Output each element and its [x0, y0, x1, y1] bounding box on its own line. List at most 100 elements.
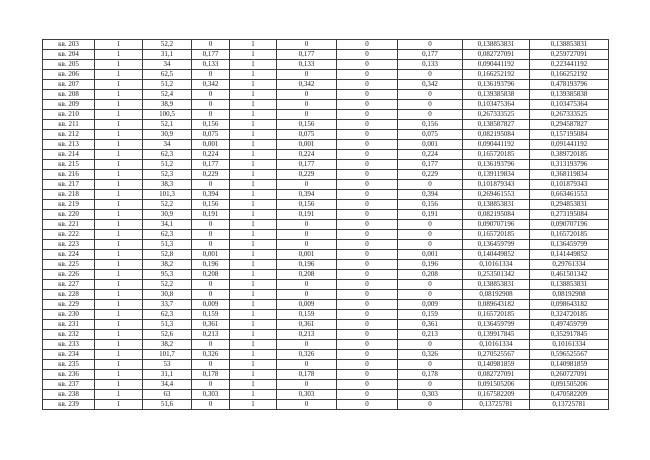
value-cell: 0: [336, 119, 398, 130]
value-cell: 0: [191, 219, 230, 230]
table-row: кв. 227 1 52,2 0 1 0 0 0 0,138853831 0,138853831: [42, 279, 609, 290]
value-cell: 38,2: [142, 259, 192, 270]
value-cell: 0,229: [191, 169, 230, 180]
value-cell: 0: [397, 99, 463, 110]
value-cell: 0,139119834: [462, 169, 530, 180]
value-cell: 0,159: [191, 309, 230, 320]
value-cell: 0: [336, 329, 398, 340]
value-cell: 53: [142, 359, 192, 370]
value-cell: 0,267333525: [529, 109, 609, 120]
value-cell: 0: [336, 279, 398, 290]
value-cell: 0: [397, 219, 463, 230]
value-cell: 0: [336, 259, 398, 270]
value-cell: 0,009: [191, 299, 230, 310]
value-cell: 0: [276, 109, 337, 120]
value-cell: 1: [94, 299, 143, 310]
value-cell: 0,138853831: [462, 39, 530, 50]
value-cell: 52,6: [142, 329, 192, 340]
value-cell: 0: [336, 369, 398, 380]
value-cell: 0,178: [276, 369, 337, 380]
value-cell: 1: [229, 59, 277, 70]
value-cell: 52,1: [142, 119, 192, 130]
value-cell: 52,4: [142, 89, 192, 100]
value-cell: 0,191: [191, 209, 230, 220]
value-cell: 0,001: [276, 249, 337, 260]
row-label-cell: кв. 208: [42, 89, 95, 100]
value-cell: 0: [336, 229, 398, 240]
value-cell: 0,165720185: [529, 229, 609, 240]
row-label-cell: кв. 216: [42, 169, 95, 180]
value-cell: 1: [94, 249, 143, 260]
value-cell: 0,090441192: [462, 59, 530, 70]
value-cell: 0,229: [276, 169, 337, 180]
value-cell: 0,394: [397, 189, 463, 200]
value-cell: 1: [229, 209, 277, 220]
value-cell: 51,2: [142, 79, 192, 90]
value-cell: 0,213: [397, 329, 463, 340]
value-cell: 0,326: [191, 349, 230, 360]
row-label-cell: кв. 217: [42, 179, 95, 190]
value-cell: 0,103475364: [529, 99, 609, 110]
table-row: кв. 220 1 30,9 0,191 1 0,191 0 0,191 0,082195084…: [42, 209, 609, 220]
value-cell: 0,10161334: [529, 339, 609, 350]
value-cell: 62,3: [142, 309, 192, 320]
value-cell: 0,156: [276, 119, 337, 130]
value-cell: 0: [191, 229, 230, 240]
value-cell: 0: [397, 279, 463, 290]
value-cell: 0,103475364: [462, 99, 530, 110]
value-cell: 0,303: [397, 389, 463, 400]
value-cell: 0: [336, 69, 398, 80]
value-cell: 0,136459799: [462, 319, 530, 330]
value-cell: 0,267333525: [462, 109, 530, 120]
row-label-cell: кв. 237: [42, 379, 95, 390]
value-cell: 0: [397, 39, 463, 50]
value-cell: 0,001: [397, 139, 463, 150]
value-cell: 0,091505206: [462, 379, 530, 390]
value-cell: 0: [397, 379, 463, 390]
value-cell: 1: [229, 149, 277, 160]
value-cell: 1: [94, 109, 143, 120]
table-row: кв. 210 1 100,5 0 1 0 0 0 0,267333525 0,267333525: [42, 109, 609, 120]
value-cell: 51,3: [142, 319, 192, 330]
value-cell: 1: [229, 299, 277, 310]
value-cell: 0,29761334: [529, 259, 609, 270]
value-cell: 0,10161334: [462, 339, 530, 350]
value-cell: 1: [94, 119, 143, 130]
value-cell: 0: [191, 399, 230, 410]
value-cell: 0,08192908: [529, 289, 609, 300]
value-cell: 0: [191, 69, 230, 80]
value-cell: 0,394: [276, 189, 337, 200]
value-cell: 1: [229, 49, 277, 60]
value-cell: 0,470582209: [529, 389, 609, 400]
value-cell: 0,326: [397, 349, 463, 360]
value-cell: 0,223441192: [529, 59, 609, 70]
row-label-cell: кв. 210: [42, 109, 95, 120]
row-label-cell: кв. 238: [42, 389, 95, 400]
value-cell: 0,191: [276, 209, 337, 220]
row-label-cell: кв. 204: [42, 49, 95, 60]
value-cell: 0,165720185: [462, 149, 530, 160]
value-cell: 0,177: [191, 159, 230, 170]
value-cell: 0,001: [276, 139, 337, 150]
value-cell: 1: [94, 379, 143, 390]
value-cell: 1: [94, 49, 143, 60]
row-label-cell: кв. 205: [42, 59, 95, 70]
apartments-table-body: кв. 203 1 52,2 0 1 0 0 0 0,138853831 0,138853831 к…: [42, 39, 609, 410]
value-cell: 0,208: [276, 269, 337, 280]
value-cell: 0,075: [191, 129, 230, 140]
value-cell: 0,139385838: [462, 89, 530, 100]
value-cell: 0: [276, 379, 337, 390]
value-cell: 0,196: [397, 259, 463, 270]
value-cell: 0: [336, 359, 398, 370]
value-cell: 34,1: [142, 219, 192, 230]
value-cell: 0,159: [276, 309, 337, 320]
value-cell: 0: [191, 359, 230, 370]
value-cell: 0,13725781: [529, 399, 609, 410]
value-cell: 0,090707196: [529, 219, 609, 230]
value-cell: 0,009: [276, 299, 337, 310]
value-cell: 0: [397, 89, 463, 100]
value-cell: 0: [336, 79, 398, 90]
table-row: кв. 215 1 51,2 0,177 1 0,177 0 0,177 0,136193796…: [42, 159, 609, 170]
value-cell: 0,229: [397, 169, 463, 180]
row-label-cell: кв. 232: [42, 329, 95, 340]
